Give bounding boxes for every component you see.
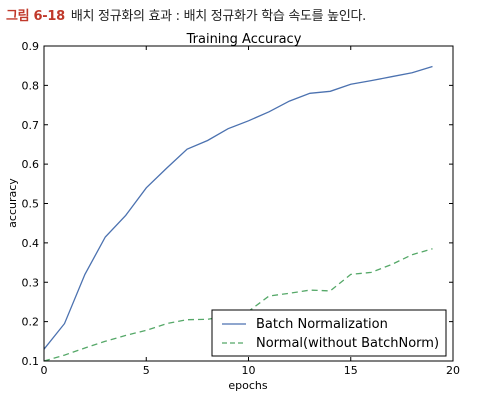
axis-ticks: 0 5 10 15 20 0.1 0.2 0.3 0.4 0.5 0.6 0.7 0.8 0.9	[22, 40, 461, 377]
y-tick-label: 0.2	[22, 316, 40, 329]
y-axis-label: accuracy	[6, 178, 19, 228]
x-tick-label: 0	[41, 364, 48, 377]
series-line-0	[43, 65, 433, 350]
y-tick-label: 0.3	[22, 276, 40, 289]
legend-box	[211, 309, 447, 357]
y-tick-label: 0.1	[22, 355, 40, 368]
y-tick-label: 0.6	[22, 158, 40, 171]
caption-text: 배치 정규화의 효과 : 배치 정규화가 학습 속도를 높인다.	[70, 9, 366, 24]
legend: Batch Normalization Normal(without Batch…	[211, 309, 447, 357]
x-axis-label: epochs	[228, 379, 267, 392]
legend-label-normal: Normal(without BatchNorm)	[256, 336, 439, 351]
y-tick-label: 0.9	[22, 40, 40, 53]
x-tick-label: 5	[143, 364, 150, 377]
figure-number: 그림 6-18	[6, 9, 65, 24]
y-tick-label: 0.5	[22, 198, 40, 211]
figure-caption: 그림 6-18 배치 정규화의 효과 : 배치 정규화가 학습 속도를 높인다.	[6, 5, 366, 24]
y-tick-label: 0.8	[22, 79, 40, 92]
x-tick-label: 15	[344, 364, 358, 377]
chart-title: Training Accuracy	[186, 32, 302, 47]
x-tick-label: 20	[446, 364, 460, 377]
y-tick-label: 0.4	[22, 237, 40, 250]
y-tick-label: 0.7	[22, 119, 40, 132]
legend-label-batch-normalization: Batch Normalization	[256, 317, 388, 332]
x-tick-label: 10	[242, 364, 256, 377]
